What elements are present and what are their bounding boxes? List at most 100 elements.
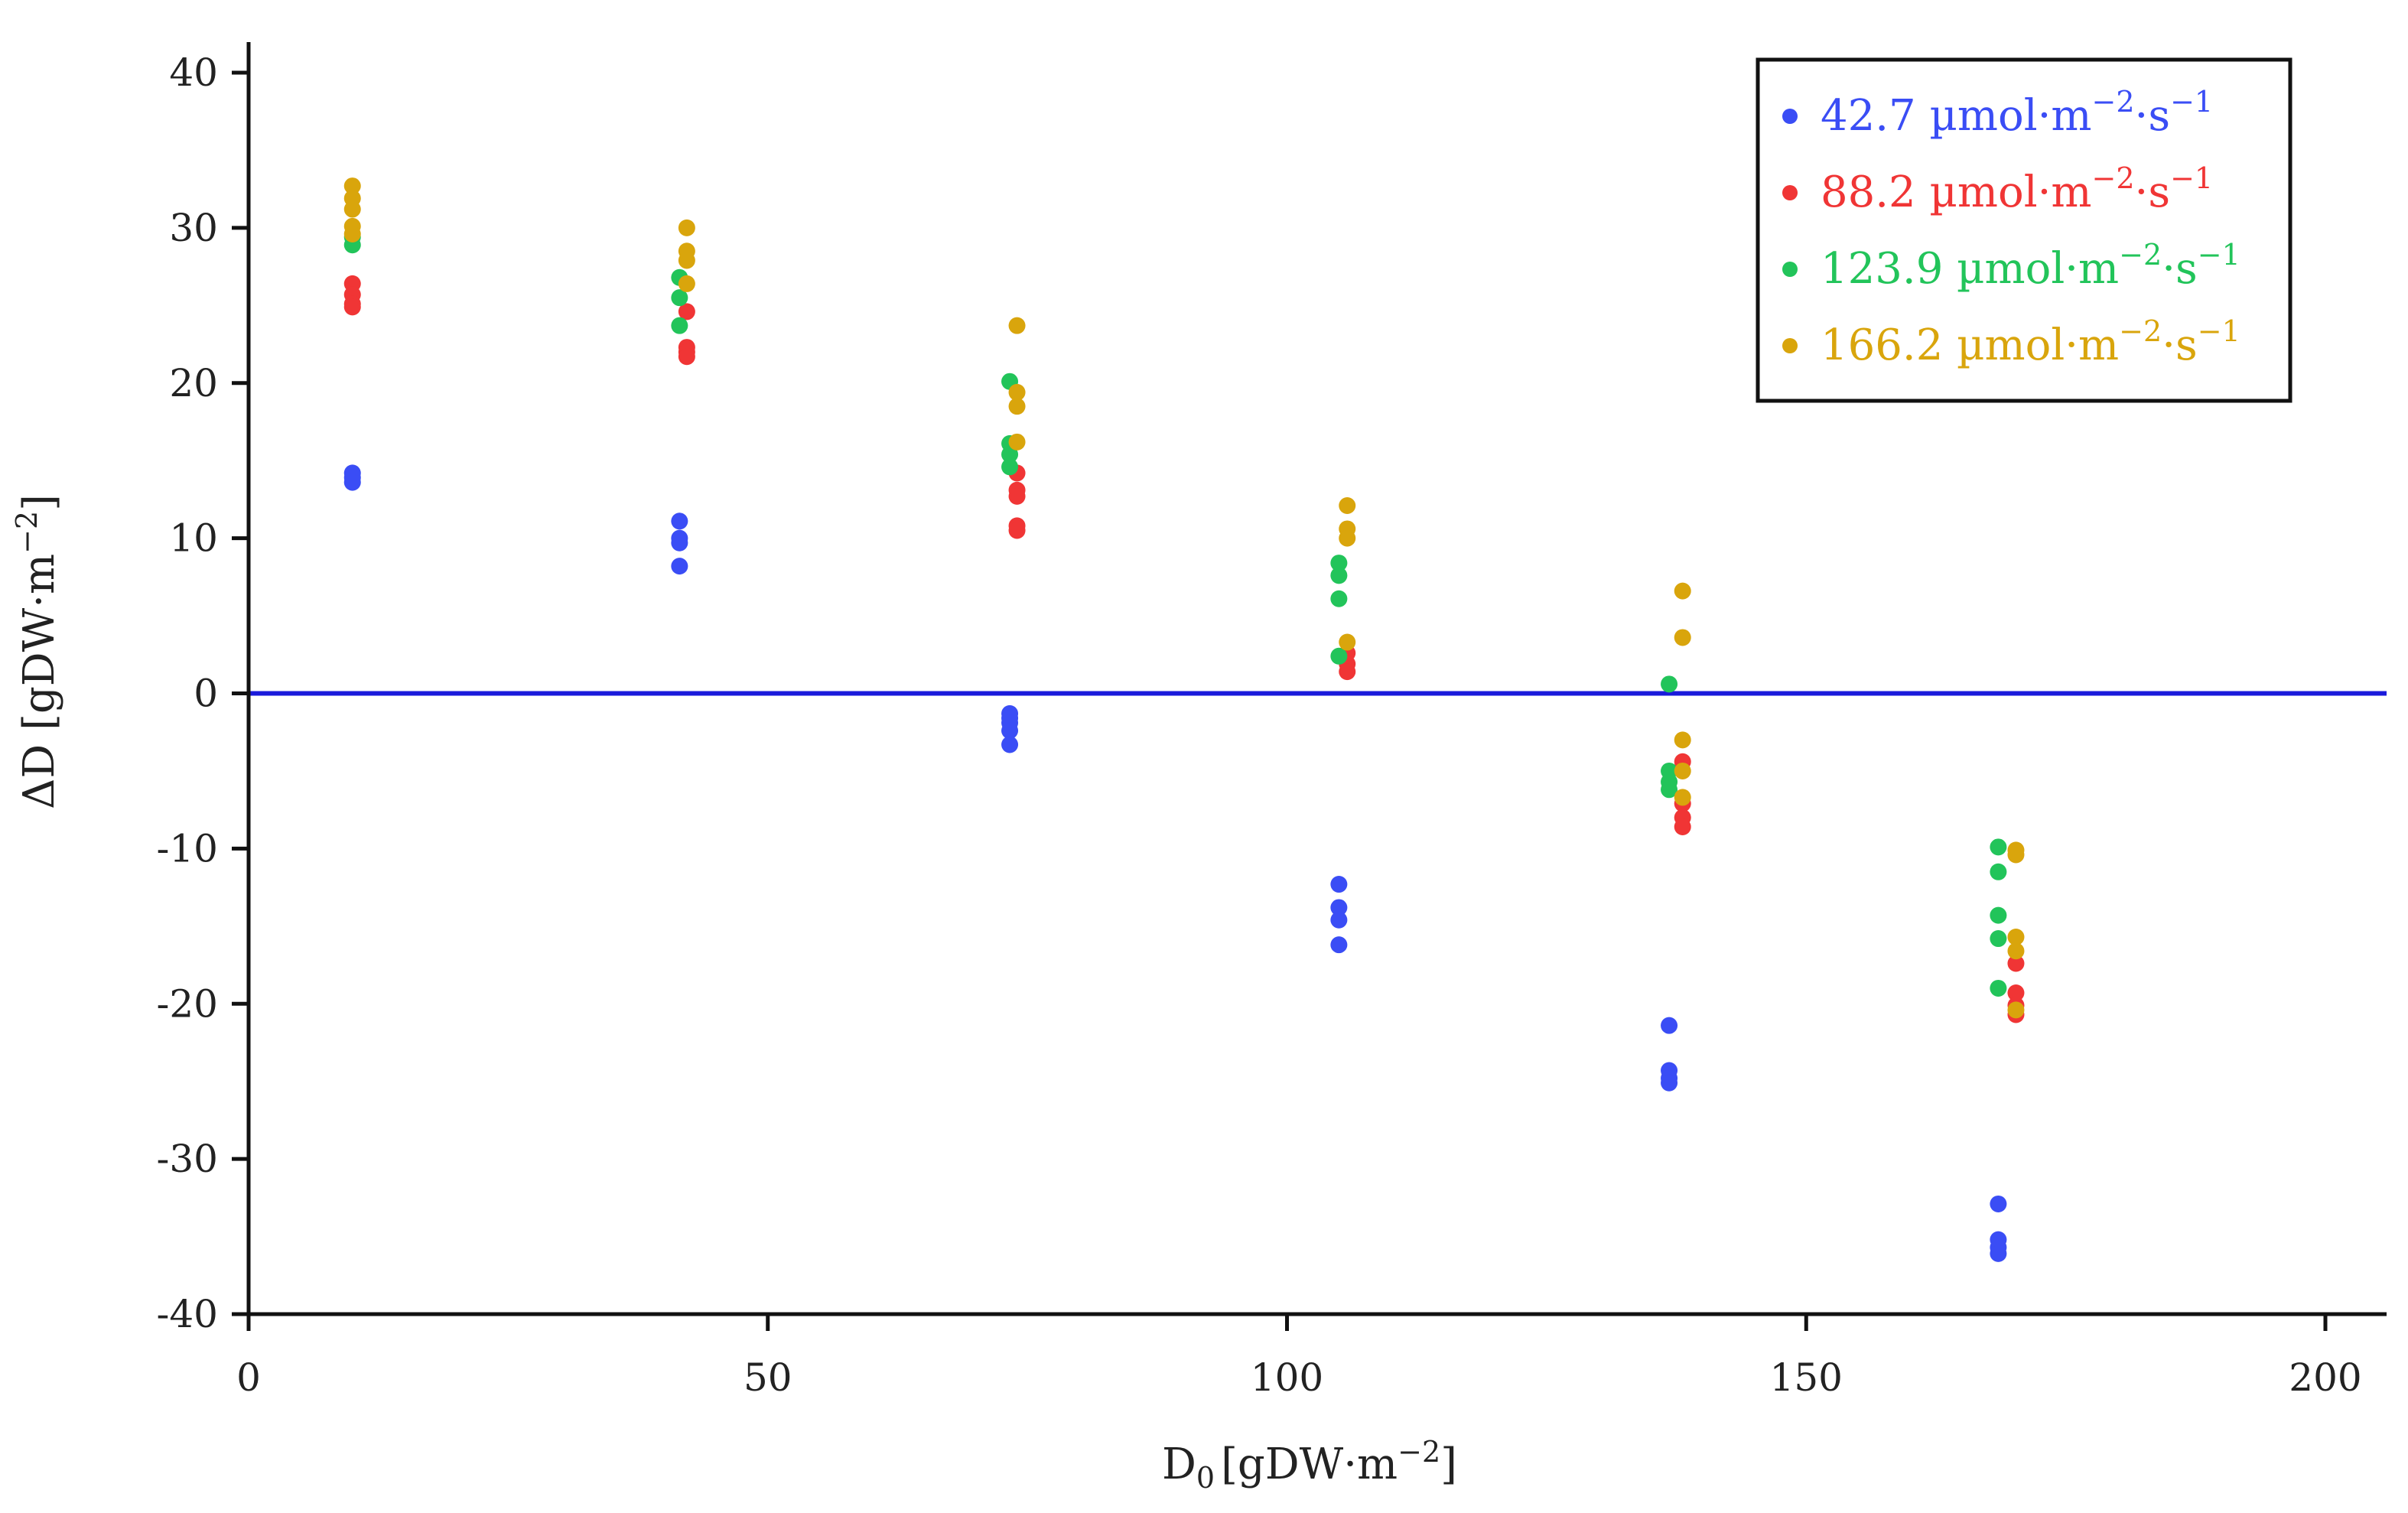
legend-exp: −1 — [2170, 161, 2213, 195]
y-tick-label: 20 — [169, 361, 218, 405]
data-point — [678, 220, 695, 236]
data-point — [1674, 763, 1691, 779]
legend-entry-166-2: 166.2 µmol·m−2·s−1 — [1782, 314, 2240, 370]
legend-unit-s: ·s — [2135, 91, 2171, 141]
data-point — [1339, 663, 1355, 680]
data-point — [671, 512, 688, 529]
data-point — [1009, 398, 1026, 415]
legend-unit-s: ·s — [2162, 244, 2198, 294]
data-point — [678, 275, 695, 292]
x-tick-label: 0 — [236, 1355, 261, 1400]
y-tick-label: 40 — [169, 50, 218, 95]
data-point — [1990, 980, 2006, 997]
data-point — [1330, 936, 1347, 953]
legend-entry-42-7: 42.7 µmol·m−2·s−1 — [1782, 85, 2213, 141]
data-point — [1990, 864, 2006, 880]
data-point — [678, 252, 695, 268]
data-point — [1330, 912, 1347, 929]
x-axis-title-close: ] — [1440, 1440, 1457, 1489]
legend-entry-88-2: 88.2 µmol·m−2·s−1 — [1782, 161, 2213, 217]
legend-value: 123.9 — [1821, 244, 1943, 294]
legend-exp: −1 — [2170, 85, 2213, 119]
data-point — [2007, 942, 2024, 959]
x-axis-title-main: D — [1162, 1440, 1196, 1489]
data-point — [1009, 434, 1026, 451]
scatter-chart: 403020100-10-20-30-400 50 100 150 200 D0 [gDW… — [0, 0, 2408, 1513]
legend-unit-s: ·s — [2135, 168, 2171, 217]
data-point — [671, 535, 688, 552]
data-point — [1661, 1075, 1677, 1092]
x-tick-label: 200 — [2289, 1355, 2361, 1400]
data-point — [1661, 675, 1677, 692]
legend-unit: µmol·m — [1943, 320, 2119, 370]
legend-exp: −2 — [2092, 161, 2135, 195]
data-point — [1339, 634, 1355, 651]
y-tick-label: 30 — [169, 206, 218, 250]
data-point — [2007, 846, 2024, 863]
y-axis-title-main: ΔD [gDW·m — [15, 554, 64, 809]
data-point — [671, 558, 688, 574]
y-tick-label: -20 — [156, 981, 218, 1026]
legend-marker-123-9 — [1782, 262, 1798, 277]
data-point — [344, 474, 361, 491]
x-tick-label: 100 — [1251, 1355, 1323, 1400]
y-tick-label: 0 — [194, 672, 218, 716]
legend-exp: −2 — [2119, 238, 2162, 272]
data-point — [1990, 907, 2006, 924]
y-tick-label: 10 — [169, 516, 218, 561]
data-point — [1001, 458, 1018, 475]
data-point — [1674, 731, 1691, 748]
legend-exp: −2 — [2119, 314, 2162, 348]
data-point — [1009, 522, 1026, 538]
legend-unit: µmol·m — [1916, 168, 2092, 217]
data-point — [344, 201, 361, 218]
x-axis-title-subscript: 0 — [1196, 1461, 1215, 1495]
data-point — [1674, 818, 1691, 835]
y-axis-title-exponent: −2 — [10, 511, 44, 554]
legend-exp: −1 — [2198, 238, 2240, 272]
legend-exp: −1 — [2198, 314, 2240, 348]
data-point — [1990, 1245, 2006, 1262]
legend-entry-123-9: 123.9 µmol·m−2·s−1 — [1782, 238, 2240, 294]
data-point — [1001, 736, 1018, 753]
y-axis-title-close: ] — [15, 494, 64, 511]
x-axis-title-exponent: −2 — [1398, 1435, 1440, 1469]
legend-value: 42.7 — [1821, 91, 1916, 141]
legend-label-123-9: 123.9 µmol·m−2·s−1 — [1821, 238, 2240, 294]
data-point — [1330, 591, 1347, 607]
legend-exp: −2 — [2092, 85, 2135, 119]
data-point — [678, 348, 695, 365]
legend-unit: µmol·m — [1943, 244, 2119, 294]
legend-unit-s: ·s — [2162, 320, 2198, 370]
y-tick-label: -10 — [156, 826, 218, 870]
y-tick-label: -40 — [156, 1292, 218, 1336]
data-point — [1990, 1196, 2006, 1212]
legend-label-88-2: 88.2 µmol·m−2·s−1 — [1821, 161, 2213, 217]
data-point — [344, 298, 361, 315]
legend: 42.7 µmol·m−2·s−1 88.2 µmol·m−2·s−1 123.… — [1758, 60, 2290, 401]
legend-marker-42-7 — [1782, 109, 1798, 124]
data-point — [1661, 1017, 1677, 1034]
data-point — [1990, 930, 2006, 947]
y-tick-label: -30 — [156, 1137, 218, 1181]
data-point — [344, 226, 361, 242]
legend-label-166-2: 166.2 µmol·m−2·s−1 — [1821, 314, 2240, 370]
legend-marker-166-2 — [1782, 338, 1798, 353]
legend-unit: µmol·m — [1916, 91, 2092, 141]
data-point — [1330, 648, 1347, 665]
legend-value: 88.2 — [1821, 168, 1916, 217]
data-point — [1009, 488, 1026, 505]
data-point — [1330, 567, 1347, 584]
data-point — [1674, 789, 1691, 805]
data-point — [671, 317, 688, 334]
data-point — [1339, 530, 1355, 547]
x-axis-title-unit: [gDW·m — [1221, 1440, 1398, 1489]
x-tick-label: 150 — [1770, 1355, 1843, 1400]
x-tick-label: 50 — [744, 1355, 792, 1400]
data-point — [1330, 876, 1347, 893]
data-point — [1009, 317, 1026, 334]
data-point — [1674, 629, 1691, 646]
data-point — [1339, 497, 1355, 514]
legend-value: 166.2 — [1821, 320, 1943, 370]
legend-label-42-7: 42.7 µmol·m−2·s−1 — [1821, 85, 2213, 141]
